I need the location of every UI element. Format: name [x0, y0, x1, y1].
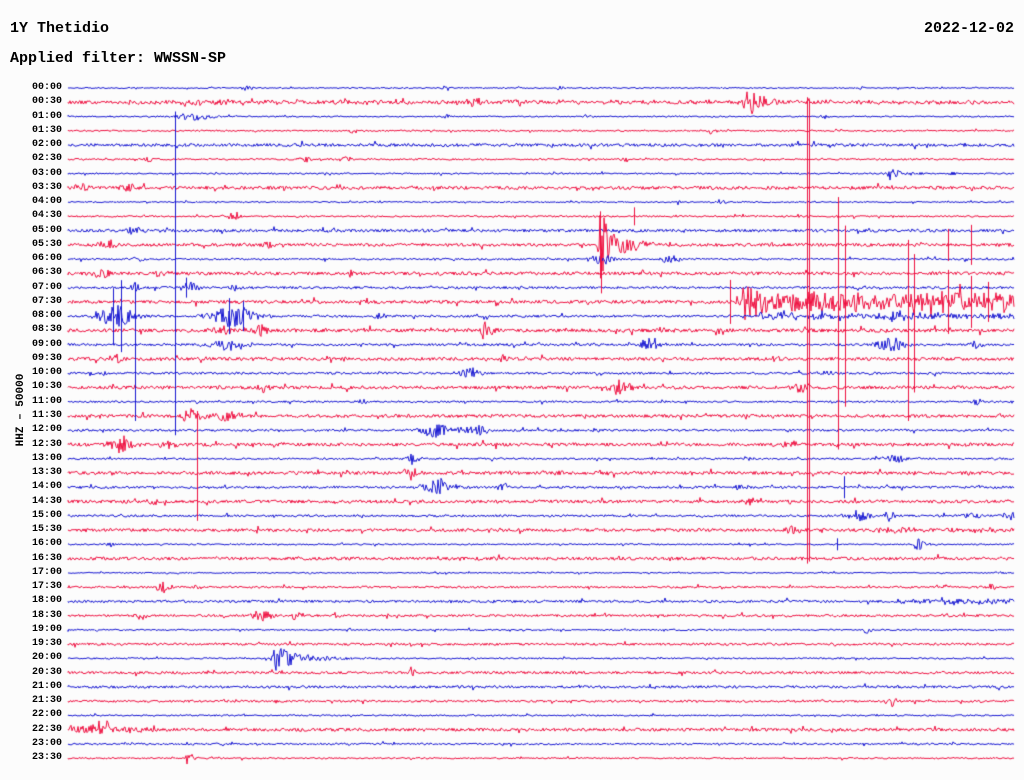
helicorder-canvas	[0, 0, 1024, 780]
helicorder-app: 1Y Thetidio 2022-12-02 Applied filter: W…	[0, 0, 1024, 780]
